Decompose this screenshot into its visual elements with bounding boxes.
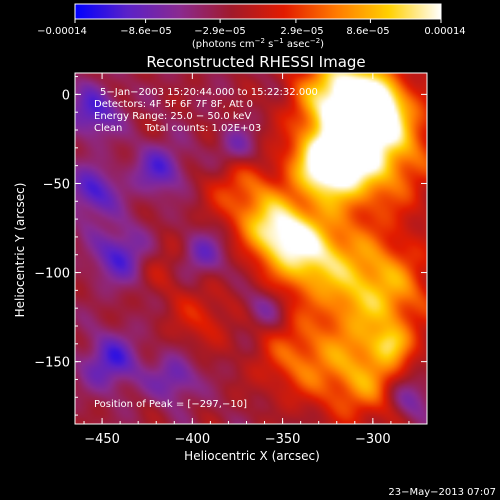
colorbar-tick-label: 8.6e−05 — [346, 26, 389, 37]
x-tick-labels: −450 −400 −350 −300 — [84, 432, 390, 447]
x-tick-label: −450 — [84, 432, 120, 447]
annotation-peak: Position of Peak = [−297,−10] — [94, 399, 247, 410]
footer-timestamp: 23−May−2013 07:07 — [388, 487, 496, 498]
x-axis-ticks — [83, 73, 428, 424]
annotation-algorithm: Clean — [94, 123, 122, 134]
y-tick-label: −50 — [43, 177, 70, 192]
image-area — [75, 73, 427, 424]
y-axis-label: Heliocentric Y (arcsec) — [13, 183, 27, 318]
colorbar-tick-label: −2.9e−05 — [194, 26, 246, 37]
y-tick-label: −100 — [34, 267, 70, 282]
annotations: 5−Jan−2003 15:20:44.000 to 15:22:32.000 … — [94, 87, 318, 410]
colorbar: −0.00014 −8.6e−05 −2.9e−05 2.9e−05 8.6e−… — [37, 3, 466, 50]
colorbar-tick-label: 2.9e−05 — [280, 26, 323, 37]
colorbar-tick-label: −8.6e−05 — [120, 26, 172, 37]
x-tick-label: −350 — [265, 432, 301, 447]
colorbar-units: (photons cm−2 s−1 asec−2) — [192, 37, 324, 50]
colorbar-gradient — [74, 3, 442, 20]
y-axis-ticks — [75, 76, 427, 416]
x-axis-label: Heliocentric X (arcsec) — [184, 449, 320, 463]
annotation-counts: Total counts: 1.02E+03 — [144, 123, 261, 134]
y-tick-label: 0 — [62, 88, 70, 103]
colorbar-tick-label: 0.00014 — [424, 26, 465, 37]
chart-title: Reconstructed RHESSI Image — [146, 53, 365, 71]
annotation-energy: Energy Range: 25.0 − 50.0 keV — [94, 111, 251, 122]
annotation-time-range: 5−Jan−2003 15:20:44.000 to 15:22:32.000 — [100, 87, 318, 98]
colorbar-tick-label: −0.00014 — [37, 26, 87, 37]
x-tick-label: −300 — [355, 432, 391, 447]
x-tick-label: −400 — [174, 432, 210, 447]
y-tick-labels: 0 −50 −100 −150 — [34, 88, 70, 370]
colorbar-ticks — [74, 19, 442, 23]
annotation-detectors: Detectors: 4F 5F 6F 7F 8F, Att 0 — [94, 99, 253, 110]
y-tick-label: −150 — [34, 356, 70, 371]
plot-frame — [74, 72, 428, 425]
heatmap-image — [75, 73, 427, 424]
